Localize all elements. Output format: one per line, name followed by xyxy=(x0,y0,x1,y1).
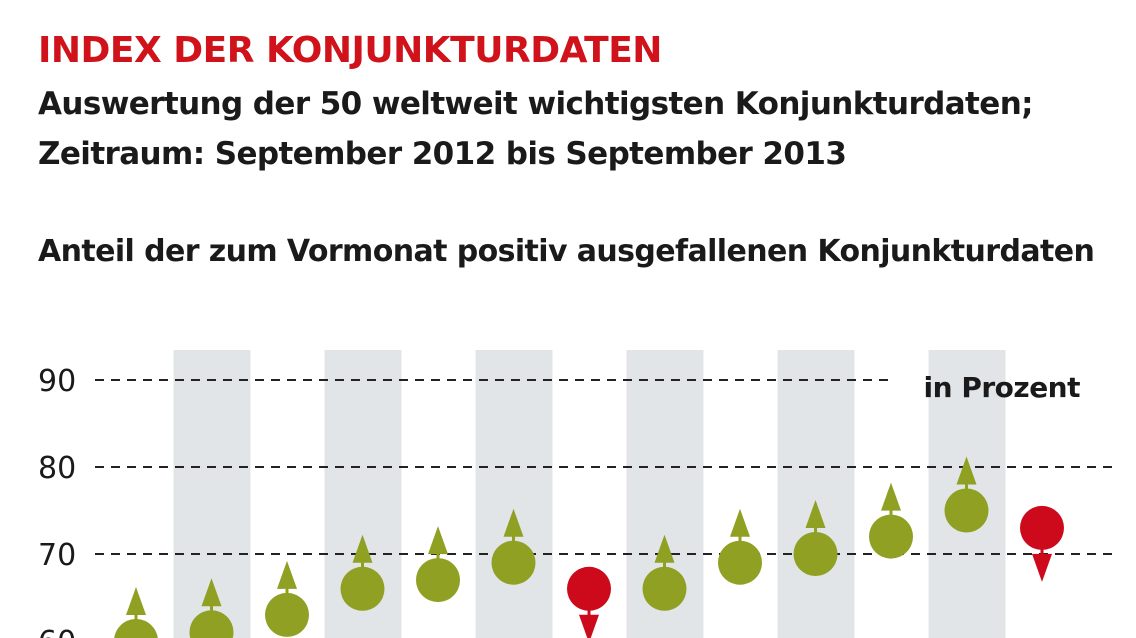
marker-up xyxy=(491,540,536,585)
arrow-up-icon xyxy=(730,508,750,537)
arrow-down-icon xyxy=(1032,553,1052,582)
column-band xyxy=(777,350,855,638)
y-tick-label: 60 xyxy=(38,625,76,638)
marker-down xyxy=(567,566,611,611)
data-point xyxy=(491,508,536,585)
y-tick-label: 80 xyxy=(38,451,76,486)
arrow-up-icon xyxy=(956,456,977,485)
y-tick-label: 90 xyxy=(38,364,76,399)
arrow-up-icon xyxy=(126,587,146,615)
data-point xyxy=(340,534,385,611)
arrow-down-icon xyxy=(579,614,599,638)
chart-heading: Anteil der zum Vormonat positiv ausgefal… xyxy=(38,234,1095,269)
data-point xyxy=(265,560,309,637)
arrow-up-icon xyxy=(503,508,524,537)
marker-up xyxy=(793,532,838,576)
y-tick-label: 70 xyxy=(38,538,76,573)
data-point xyxy=(189,578,234,638)
data-point xyxy=(869,482,913,559)
gridlines xyxy=(95,379,1112,555)
unit-label: in Prozent xyxy=(924,371,1081,404)
arrow-up-icon xyxy=(277,560,297,589)
subtitle-line-1: Auswertung der 50 weltweit wichtigsten K… xyxy=(38,86,1034,122)
marker-up xyxy=(340,566,385,611)
arrow-up-icon xyxy=(352,534,373,563)
data-point xyxy=(944,456,989,533)
data-point xyxy=(1020,505,1064,582)
column-band xyxy=(475,350,553,638)
marker-up xyxy=(114,619,158,638)
marker-up xyxy=(189,610,234,638)
marker-up xyxy=(265,592,309,637)
marker-up xyxy=(642,566,687,611)
data-point xyxy=(114,587,158,638)
arrow-up-icon xyxy=(654,534,675,563)
marker-up xyxy=(944,488,989,533)
data-point xyxy=(718,508,762,585)
arrow-up-icon xyxy=(428,526,448,555)
subtitle-line-2: Zeitraum: September 2012 bis September 2… xyxy=(38,136,847,172)
y-axis-ticks: 90 80 70 60 xyxy=(38,364,76,638)
arrow-up-icon xyxy=(201,578,222,607)
marker-up xyxy=(869,514,913,559)
data-point xyxy=(567,566,611,638)
marker-down xyxy=(1020,505,1064,550)
marker-up xyxy=(718,540,762,585)
data-point xyxy=(416,526,460,603)
arrow-up-icon xyxy=(881,482,901,511)
marker-up xyxy=(416,558,460,603)
data-markers xyxy=(114,456,1064,638)
data-point xyxy=(642,534,687,611)
data-point xyxy=(793,500,838,576)
arrow-up-icon xyxy=(805,500,826,528)
chart-title: INDEX DER KONJUNKTURDATEN xyxy=(38,30,662,71)
